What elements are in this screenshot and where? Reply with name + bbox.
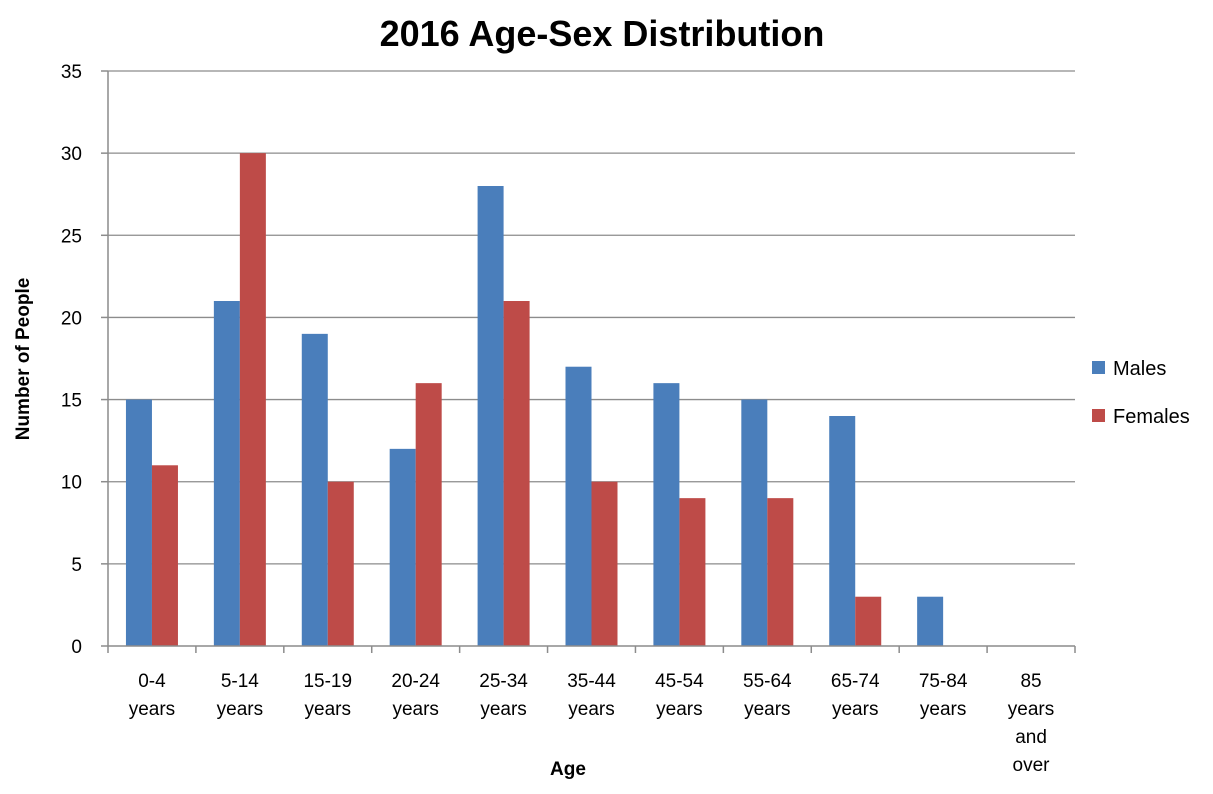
x-category-label-line: 75-84 <box>919 671 968 692</box>
x-category-label: 25-34 years <box>479 671 528 720</box>
x-category-label: 35-44 years <box>567 671 616 720</box>
bar-females-6 <box>679 498 706 646</box>
y-tick-label: 5 <box>71 555 82 576</box>
x-category-label-line: 45-54 <box>655 671 704 692</box>
bar-females-7 <box>767 498 794 646</box>
x-category-label: 85 years and over <box>1008 671 1054 776</box>
x-category-label-line: years <box>568 699 614 720</box>
bar-males-8 <box>829 416 856 646</box>
bar-females-1 <box>239 153 266 646</box>
bar-males-4 <box>477 186 504 646</box>
x-category-label: 5-14 years <box>217 671 263 720</box>
bar-males-2 <box>301 333 328 646</box>
x-category-label-line: years <box>217 699 263 720</box>
x-category-label-line: 15-19 <box>303 671 352 692</box>
x-category-label-line: 20-24 <box>391 671 440 692</box>
bar-males-7 <box>741 399 768 646</box>
x-category-label-line: over <box>1013 755 1051 776</box>
bar-females-3 <box>415 383 442 646</box>
bar-males-6 <box>653 383 680 646</box>
x-category-label-line: 65-74 <box>831 671 880 692</box>
bar-males-5 <box>565 366 592 646</box>
x-category-label-line: 85 <box>1020 671 1041 692</box>
bar-females-0 <box>151 465 178 646</box>
legend-swatch-males <box>1092 361 1105 374</box>
bars <box>125 153 944 646</box>
x-category-label-line: years <box>480 699 526 720</box>
x-category-label-line: and <box>1015 727 1047 748</box>
y-tick-label: 25 <box>61 226 82 247</box>
y-tick-label: 30 <box>61 144 82 165</box>
x-category-label-line: years <box>832 699 878 720</box>
bar-males-3 <box>389 448 416 646</box>
y-tick-label: 15 <box>61 391 82 412</box>
y-axis-title: Number of People <box>13 278 34 441</box>
bar-males-9 <box>917 596 944 646</box>
legend: Males Females <box>1092 358 1190 428</box>
legend-label-males: Males <box>1113 358 1166 380</box>
bar-males-0 <box>125 399 152 646</box>
x-category-label-line: 25-34 <box>479 671 528 692</box>
x-category-label-line: years <box>305 699 351 720</box>
bar-females-2 <box>327 481 354 646</box>
x-category-label: 45-54 years <box>655 671 704 720</box>
x-category-label-line: 35-44 <box>567 671 616 692</box>
bar-females-8 <box>855 596 882 646</box>
y-tick-label: 0 <box>71 637 82 658</box>
x-category-label: 20-24 years <box>391 671 440 720</box>
y-tick-label: 10 <box>61 473 82 494</box>
y-tick-label: 35 <box>61 62 82 83</box>
x-category-label-line: years <box>1008 699 1054 720</box>
bar-females-4 <box>503 301 530 646</box>
legend-swatch-females <box>1092 409 1105 422</box>
axes <box>101 70 1076 653</box>
x-axis-title: Age <box>550 759 586 780</box>
x-category-label-line: years <box>129 699 175 720</box>
x-category-label-line: 0-4 <box>138 671 166 692</box>
x-category-label: 75-84 years <box>919 671 968 720</box>
y-tick-labels: 0 5 10 15 20 25 30 35 <box>61 62 82 658</box>
bar-females-5 <box>591 481 618 646</box>
x-category-label: 0-4 years <box>129 671 175 720</box>
x-category-label-line: 5-14 <box>221 671 259 692</box>
x-category-label-line: years <box>392 699 438 720</box>
x-category-label-line: years <box>744 699 790 720</box>
x-category-label-line: years <box>656 699 702 720</box>
legend-label-females: Females <box>1113 406 1190 428</box>
x-category-label: 65-74 years <box>831 671 880 720</box>
x-category-label-line: years <box>920 699 966 720</box>
chart-title: 2016 Age-Sex Distribution <box>380 13 825 54</box>
x-category-label: 55-64 years <box>743 671 792 720</box>
bar-males-1 <box>213 301 240 646</box>
x-category-label-line: 55-64 <box>743 671 792 692</box>
y-tick-label: 20 <box>61 308 82 329</box>
x-category-label: 15-19 years <box>303 671 352 720</box>
